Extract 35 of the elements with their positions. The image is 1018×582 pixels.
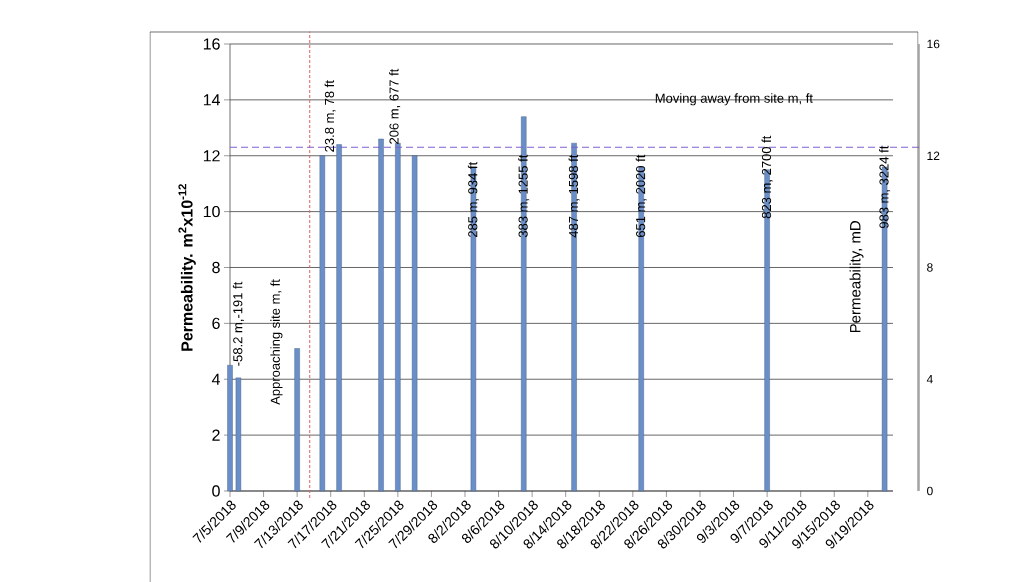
bar	[319, 155, 326, 491]
y2-tick-label: 16	[927, 39, 940, 49]
annotation: 383 m, 1255 ft	[518, 154, 530, 238]
bar	[294, 348, 300, 491]
y2-tick-label: 8	[927, 263, 933, 272]
annotation: Moving away from site m, ft	[655, 93, 813, 106]
y-tick-label: 12	[203, 149, 220, 162]
y2-tick-label: 0	[927, 486, 933, 496]
y-axis-title: Permeability. m$^{2}$x10$^{-12}$	[178, 183, 196, 351]
y2-axis-title: Permeability, mD	[849, 220, 864, 332]
y-tick-label: 8	[212, 261, 220, 273]
y-tick-label: 0	[212, 485, 220, 497]
annotation: 23.8 m, 78 ft	[324, 80, 336, 152]
bar	[378, 138, 384, 491]
y-tick-label: 16	[203, 38, 220, 50]
bar	[227, 364, 233, 491]
bar	[411, 155, 418, 491]
y-tick-label: 10	[203, 205, 220, 218]
annotation: 487 m, 1598 ft	[568, 154, 580, 238]
annotation: -58.2 m,-191 ft	[232, 281, 244, 366]
annotation: 651 m, 2020 ft	[635, 154, 647, 237]
bar	[235, 377, 242, 491]
y-tick-label: 2	[212, 429, 220, 441]
annotation: 285 m, 934 ft	[467, 161, 479, 237]
y2-tick-label: 12	[927, 151, 940, 160]
bar	[395, 142, 401, 491]
annotation: 983 m, 3224 ft	[879, 145, 891, 228]
annotation: Approaching site m, ft	[270, 279, 283, 405]
y-tick-label: 4	[211, 373, 220, 385]
y-tick-label: 14	[203, 94, 220, 106]
annotation: 823 m, 2700 ft	[761, 135, 773, 219]
annotation: 206 m, 677 ft	[389, 68, 401, 144]
y2-tick-label: 4	[926, 374, 933, 384]
bar	[336, 144, 342, 491]
y-tick-label: 6	[212, 317, 220, 329]
